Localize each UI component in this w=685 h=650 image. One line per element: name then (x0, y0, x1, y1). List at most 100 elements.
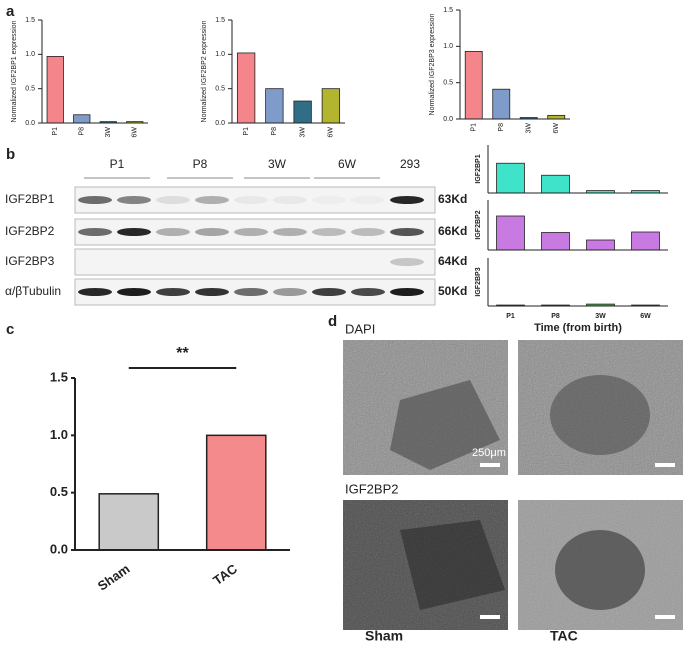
bar (464, 51, 483, 120)
y-tick-label: 1.5 (25, 17, 35, 24)
panel-label: c (6, 321, 14, 338)
band (273, 228, 307, 236)
band (156, 288, 190, 296)
stain-label: DAPI (345, 321, 375, 336)
tissue-dark (390, 380, 500, 470)
band (156, 196, 190, 204)
bar (586, 239, 615, 251)
row-label: IGF2BP1 (5, 192, 55, 206)
band (195, 228, 229, 236)
panel-label: b (6, 146, 15, 163)
band (234, 288, 268, 296)
scale-bar (655, 463, 675, 467)
bar (236, 52, 256, 124)
x-tick-label: TAC (210, 561, 240, 588)
y-axis-label: IGF2BP1 (475, 154, 482, 183)
x-tick-label: 6W (328, 127, 335, 138)
band (117, 288, 151, 296)
bar (496, 162, 525, 194)
band (390, 258, 424, 266)
bar (321, 88, 341, 124)
y-tick-label: 0.0 (215, 120, 225, 127)
y-tick-label: 1.0 (50, 427, 68, 442)
y-axis-label: IGF2BP2 (475, 210, 482, 239)
y-tick-label: 0.5 (215, 86, 225, 93)
y-tick-label: 0.0 (25, 120, 35, 127)
x-tick-label: 6W (553, 123, 560, 134)
x-tick-label: 6W (640, 313, 651, 320)
band (312, 228, 346, 236)
tissue-dark (400, 520, 505, 610)
lane-label: 3W (268, 157, 287, 171)
bar (293, 100, 312, 124)
x-tick-label: 3W (526, 123, 533, 134)
band (234, 196, 268, 204)
panel-label: a (6, 3, 15, 20)
size-label: 50Kd (438, 284, 467, 298)
band (117, 196, 151, 204)
y-tick-label: 0.5 (50, 484, 68, 499)
x-tick-label: P8 (79, 127, 86, 136)
x-tick-label: P1 (243, 127, 250, 136)
stain-label: IGF2BP2 (345, 481, 398, 496)
scale-label: 250μm (472, 447, 506, 459)
group-label: Sham (365, 628, 403, 644)
band (78, 288, 112, 296)
bar (541, 232, 570, 251)
band (156, 228, 190, 236)
row-label: IGF2BP2 (5, 224, 55, 238)
lane-label: 293 (400, 157, 420, 171)
lane-label: P1 (110, 157, 125, 171)
band (312, 288, 346, 296)
bar (631, 231, 660, 251)
x-tick-label: Sham (95, 561, 133, 594)
x-tick-label: 3W (595, 313, 606, 320)
x-axis-label: Time (from birth) (534, 322, 622, 334)
band (390, 288, 424, 296)
bar (541, 174, 570, 194)
band (390, 196, 424, 204)
image-texture (518, 340, 683, 475)
scale-bar (480, 463, 500, 467)
y-tick-label: 0.5 (443, 80, 453, 87)
row-label: α/βTubulin (5, 284, 61, 298)
y-tick-label: 0.5 (25, 86, 35, 93)
band (351, 228, 385, 236)
y-tick-label: 0.0 (443, 116, 453, 123)
blot-strip (74, 248, 436, 276)
band (273, 196, 307, 204)
bar (492, 88, 511, 120)
x-tick-label: P1 (506, 313, 515, 320)
size-label: 66Kd (438, 224, 467, 238)
band (234, 228, 268, 236)
band (195, 288, 229, 296)
band (78, 196, 112, 204)
size-label: 64Kd (438, 254, 467, 268)
bar (73, 114, 91, 124)
tissue-dark (550, 375, 650, 455)
y-axis-label: Normalized IGF2BP1 expression (11, 20, 18, 122)
y-tick-label: 1.5 (443, 7, 453, 14)
x-tick-label: P1 (52, 127, 59, 136)
x-tick-label: 3W (105, 127, 112, 138)
significance-label: ** (176, 345, 189, 362)
y-tick-label: 1.0 (443, 43, 453, 50)
band (195, 196, 229, 204)
row-label: IGF2BP3 (5, 254, 55, 268)
scale-bar (480, 615, 500, 619)
group-label: TAC (550, 628, 578, 644)
lane-label: 6W (338, 157, 357, 171)
band (351, 196, 385, 204)
bar (98, 493, 160, 551)
x-tick-label: P8 (271, 127, 278, 136)
band (351, 288, 385, 296)
bar (547, 114, 566, 120)
bar (265, 88, 284, 124)
bar (205, 434, 267, 551)
bar (46, 55, 64, 124)
band (273, 288, 307, 296)
bar (496, 215, 525, 251)
size-label: 63Kd (438, 192, 467, 206)
panel-label: d (328, 313, 337, 330)
